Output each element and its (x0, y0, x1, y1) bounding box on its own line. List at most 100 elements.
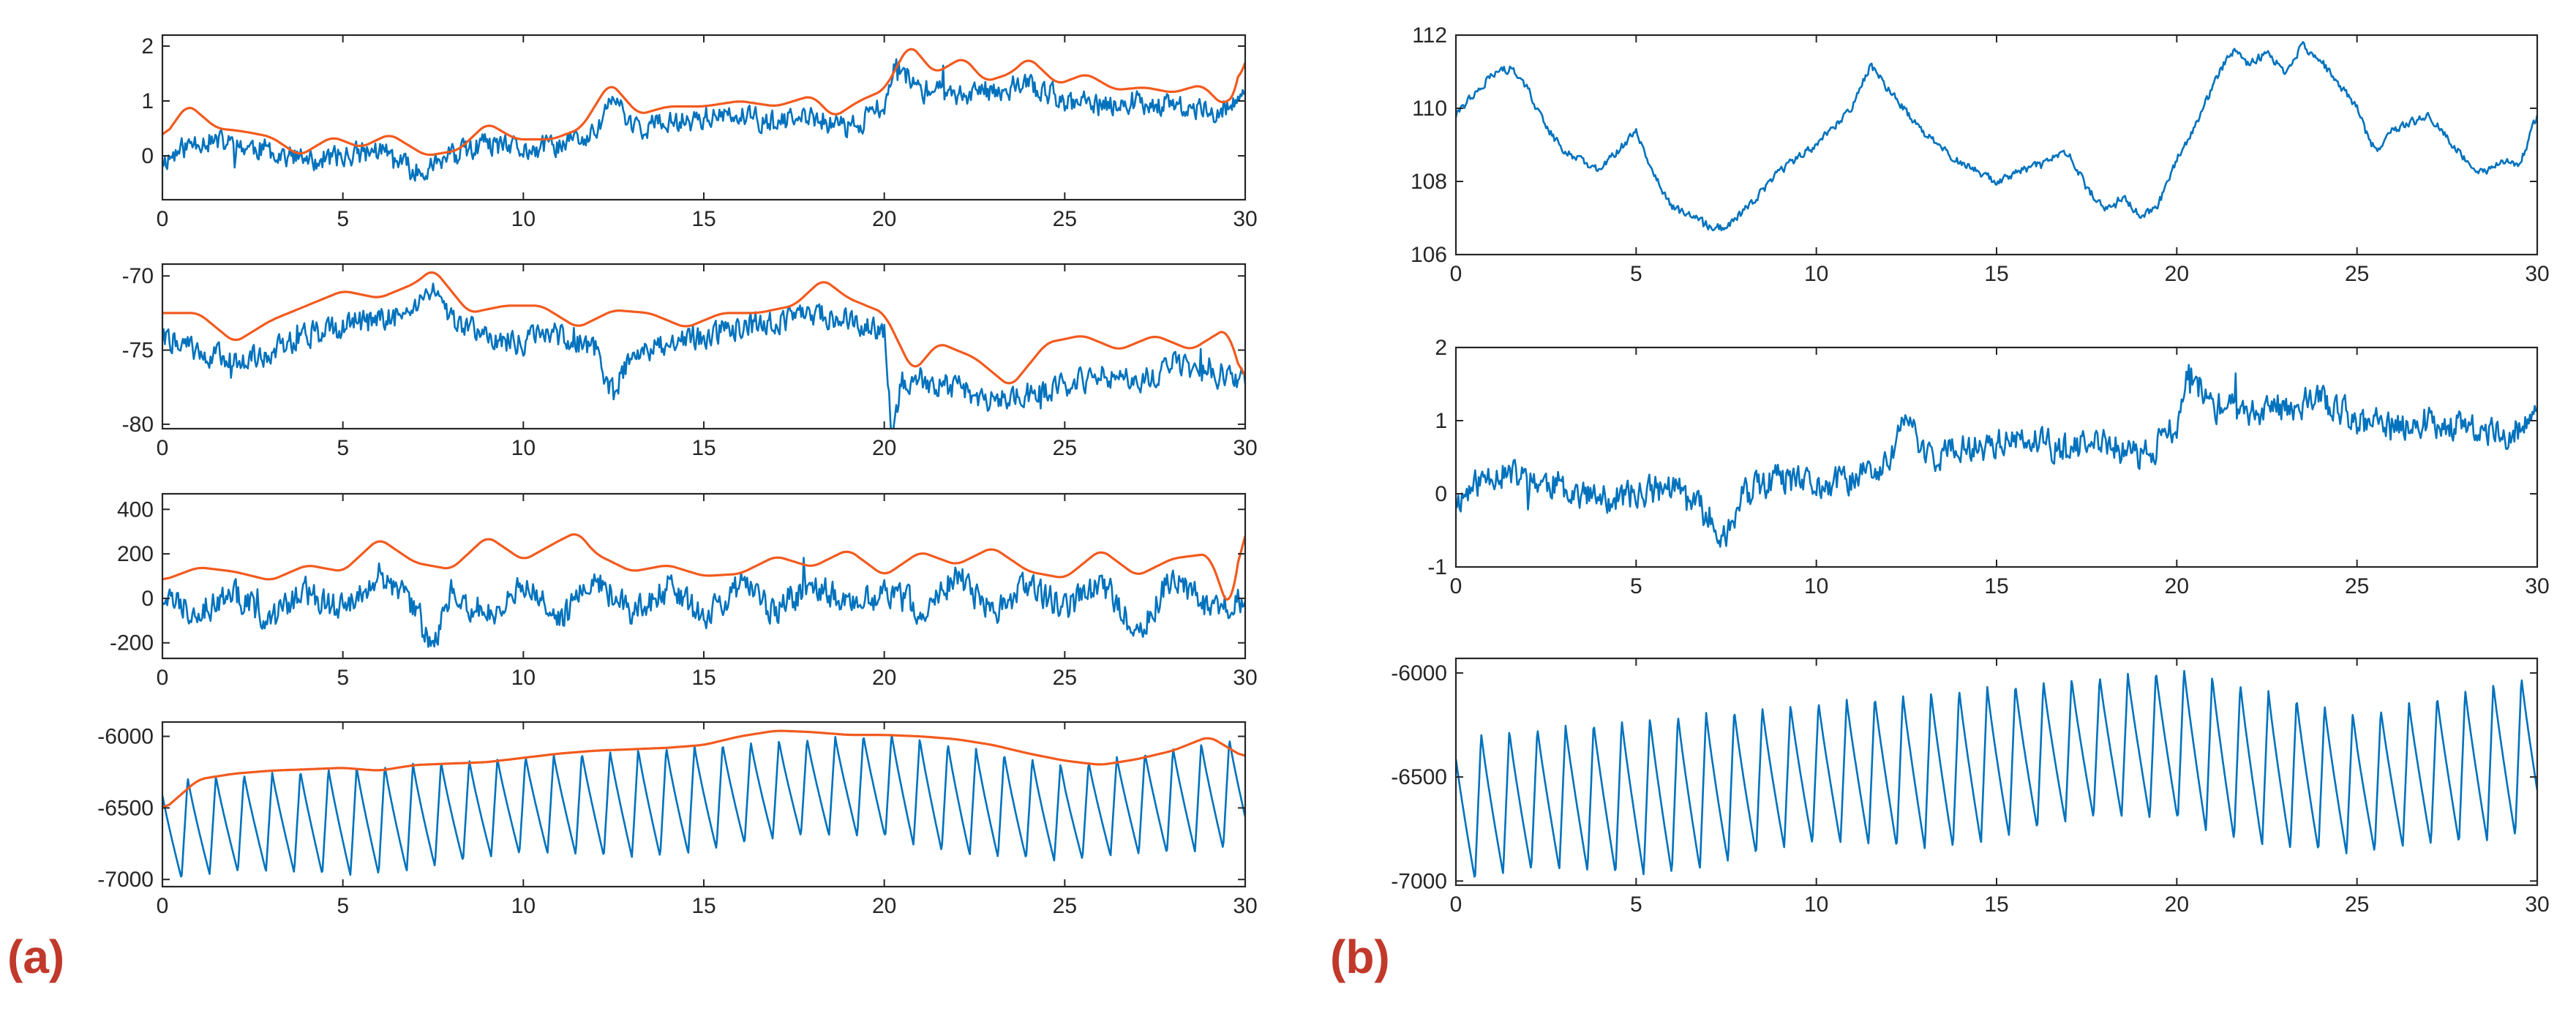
x-tick-label: 5 (1630, 574, 1642, 598)
x-tick-label: 30 (1233, 207, 1257, 231)
x-tick-label: 20 (872, 436, 896, 460)
y-tick-label: 108 (1411, 170, 1447, 194)
x-tick-label: 10 (511, 207, 536, 231)
y-tick-label: 0 (141, 587, 154, 611)
axes-frame-b3 (1454, 657, 2539, 887)
x-tick-label: 15 (691, 436, 716, 460)
chart-a2: 0 5 10 15 20 25 30 -70 -75 -80 (122, 263, 1258, 460)
signal-line-a3 (162, 557, 1245, 648)
envelope-line-a4 (162, 729, 1245, 809)
y-tick-label: 0 (1435, 482, 1447, 506)
y-tick-label: 2 (1435, 336, 1447, 360)
x-tick-label: 20 (2165, 262, 2189, 286)
y-tick-label: -6000 (97, 725, 154, 749)
signal-line-b1 (1456, 41, 2537, 232)
x-tick-label: 20 (2165, 892, 2189, 917)
envelope-line-a3 (162, 533, 1245, 601)
y-tick-label: -75 (122, 339, 154, 363)
x-tick-label: 30 (1233, 894, 1257, 918)
x-tick-label: 25 (1053, 436, 1077, 460)
x-tick-label: 30 (2525, 892, 2549, 917)
x-tick-label: 15 (691, 894, 716, 918)
x-tick-label: 10 (1804, 262, 1828, 286)
y-tick-label: 2 (141, 34, 154, 59)
signal-line-b2 (1456, 364, 2537, 548)
panel-label-b: (b) (1330, 931, 1390, 983)
x-tick-label: 25 (2345, 262, 2369, 286)
y-tick-label: 112 (1412, 23, 1447, 48)
x-tick-label: 30 (2525, 262, 2549, 286)
x-tick-label: 10 (1804, 892, 1828, 917)
x-tick-label: 25 (2345, 892, 2369, 917)
x-tick-label: 0 (1450, 574, 1462, 598)
x-tick-label: 0 (157, 894, 169, 918)
y-tick-label: -200 (110, 631, 154, 655)
x-tick-label: 25 (2345, 574, 2369, 598)
x-tick-label: 20 (2165, 574, 2189, 598)
x-tick-label: 10 (511, 894, 536, 918)
x-tick-label: 10 (511, 666, 536, 690)
y-tick-label: -1 (1427, 555, 1447, 579)
y-tick-label: 200 (117, 542, 154, 566)
x-tick-label: 5 (337, 894, 349, 918)
x-tick-label: 25 (1053, 666, 1077, 690)
y-tick-label: -7000 (1391, 869, 1447, 893)
x-tick-label: 0 (1450, 892, 1462, 917)
y-tick-label: -6500 (97, 796, 154, 820)
y-tick-label: 400 (117, 497, 154, 522)
x-tick-label: 20 (872, 666, 896, 690)
x-tick-label: 20 (872, 207, 896, 231)
y-tick-label: -7000 (97, 868, 154, 892)
chart-a1: 0 5 10 15 20 25 30 0 1 2 (141, 34, 1258, 231)
y-tick-label: 1 (1435, 409, 1447, 433)
signal-line-a4 (162, 734, 1245, 878)
y-tick-label: -6000 (1391, 661, 1447, 685)
x-tick-label: 15 (1984, 892, 2008, 917)
x-tick-label: 20 (872, 894, 896, 918)
envelope-line-a2 (162, 271, 1245, 385)
signal-line-a2 (162, 282, 1245, 429)
x-tick-label: 0 (157, 436, 169, 460)
envelope-line-a1 (162, 48, 1245, 157)
x-tick-label: 25 (1053, 894, 1077, 918)
x-tick-label: 15 (1984, 262, 2008, 286)
x-tick-label: 30 (2525, 574, 2549, 598)
x-tick-label: 25 (1053, 207, 1077, 231)
x-tick-label: 30 (1233, 436, 1257, 460)
x-tick-label: 0 (157, 207, 169, 231)
y-tick-label: -6500 (1391, 765, 1447, 789)
y-tick-label: -80 (122, 413, 154, 437)
chart-b1: 0 5 10 15 20 25 30 112 110 108 106 (1411, 23, 2550, 286)
x-tick-label: 5 (1630, 892, 1642, 917)
signal-line-b3 (1456, 669, 2537, 878)
y-tick-label: -70 (122, 264, 154, 288)
x-tick-label: 5 (337, 207, 349, 231)
x-tick-label: 5 (337, 436, 349, 460)
x-tick-label: 10 (1804, 574, 1828, 598)
x-tick-label: 5 (1630, 262, 1642, 286)
y-tick-label: 110 (1412, 97, 1447, 121)
x-tick-label: 15 (691, 207, 716, 231)
x-tick-label: 0 (1450, 262, 1462, 286)
axes-frame-a4 (161, 721, 1247, 888)
x-tick-label: 10 (511, 436, 536, 460)
chart-b3: 0 5 10 15 20 25 30 -6000 -6500 -7000 (1391, 657, 2550, 917)
panel-label-a: (a) (7, 931, 64, 983)
x-tick-label: 0 (157, 666, 169, 690)
y-tick-label: 106 (1411, 243, 1447, 267)
x-tick-label: 15 (1984, 574, 2008, 598)
x-tick-label: 5 (337, 666, 349, 690)
chart-a4: 0 5 10 15 20 25 30 -6000 -6500 -7000 (97, 721, 1258, 918)
axes-frame-b1 (1454, 34, 2539, 256)
x-tick-label: 30 (1233, 666, 1257, 690)
x-tick-label: 15 (691, 666, 716, 690)
y-tick-label: 0 (141, 144, 154, 168)
y-tick-label: 1 (141, 89, 154, 113)
axes-frame-b2 (1454, 346, 2539, 568)
signal-line-a1 (162, 58, 1245, 182)
axes-frame-a2 (161, 263, 1247, 430)
